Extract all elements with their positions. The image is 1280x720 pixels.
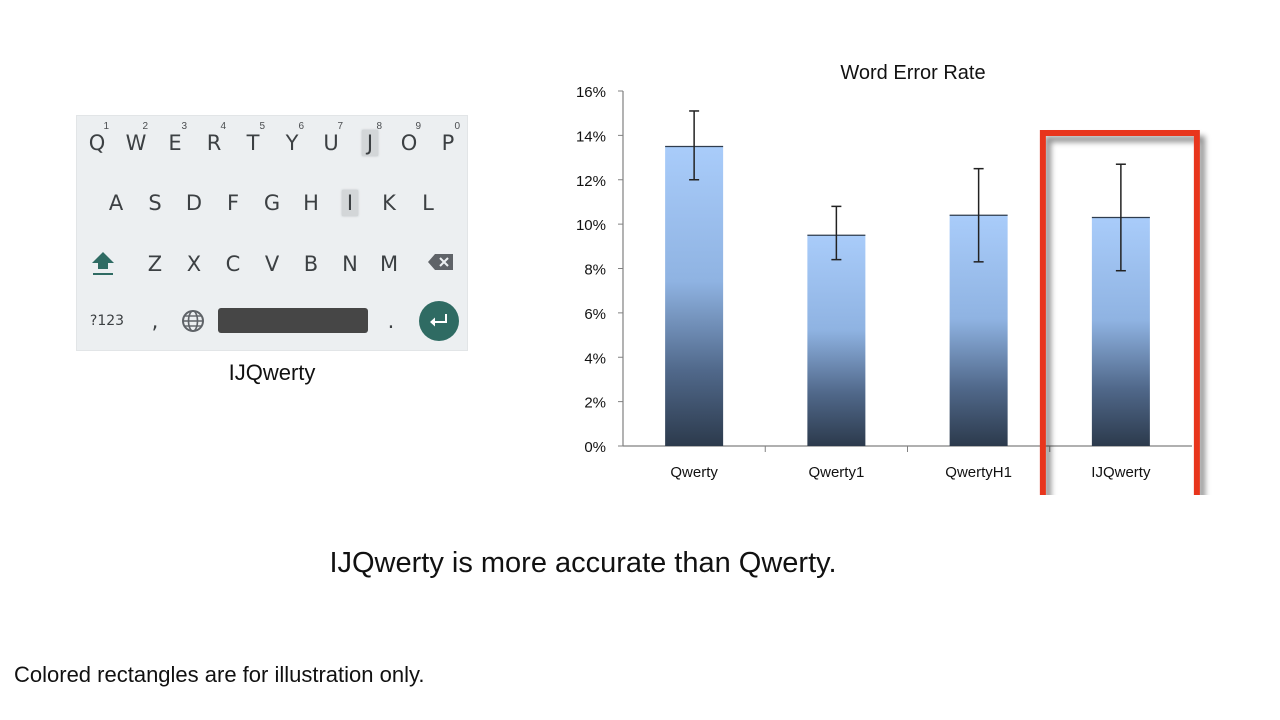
key-x: X [176, 242, 212, 282]
y-tick-label: 4% [584, 350, 606, 367]
y-tick-label: 16% [576, 84, 606, 101]
key-v: V [254, 242, 290, 282]
word-error-rate-chart: Word Error Rate 0% 2% 4% 6% 8% 10% 12% 14% 16% Q… [576, 62, 1200, 495]
chart-title: Word Error Rate [840, 62, 985, 84]
key-b: B [293, 242, 329, 282]
key-label: S [148, 191, 162, 215]
x-category-label: Qwerty [670, 464, 718, 481]
bar-qwerty1 [807, 235, 866, 446]
key-number-hint: 5 [259, 121, 265, 132]
conclusion-statement: IJQwerty is more accurate than Qwerty. [329, 547, 837, 579]
key-number-hint: 7 [337, 121, 343, 132]
x-category-label: QwertyH1 [945, 464, 1012, 481]
y-tick-label: 12% [576, 173, 606, 190]
key-label: F [226, 191, 240, 215]
key-label: Z [147, 252, 163, 276]
symbols-key: ?123 [89, 313, 125, 329]
key-number-hint: 2 [142, 121, 148, 132]
keyboard-caption: IJQwerty [228, 360, 316, 385]
key-label: X [186, 252, 202, 276]
key-number-hint: 0 [454, 121, 460, 132]
x-category-label: Qwerty1 [808, 464, 864, 481]
enter-icon [419, 301, 459, 341]
key-k: K [371, 181, 407, 221]
key-g: G [254, 181, 290, 221]
key-label: H [303, 191, 319, 215]
key-s: S [137, 181, 173, 221]
key-label: L [422, 191, 434, 215]
key-a: A [98, 181, 134, 221]
key-number-hint: 4 [220, 121, 226, 132]
y-tick-label: 6% [584, 306, 606, 323]
key-c: C [215, 242, 251, 282]
y-tick-label: 8% [584, 262, 606, 279]
highlight-rectangle [1039, 130, 1200, 495]
key-label: O [400, 131, 418, 155]
backspace-icon [423, 242, 459, 282]
key-label: V [264, 252, 280, 276]
key-label: U [323, 131, 339, 155]
shift-icon [85, 242, 121, 282]
key-number-hint: 9 [415, 121, 421, 132]
y-tick-label: 10% [576, 217, 606, 234]
key-label: B [303, 252, 319, 276]
x-category-label: IJQwerty [1091, 464, 1151, 481]
key-number-hint: 6 [298, 121, 304, 132]
key-label: E [168, 131, 182, 155]
key-label: M [379, 252, 399, 276]
key-label: I [341, 190, 359, 216]
key-d: D [176, 181, 212, 221]
key-f: F [215, 181, 251, 221]
key-label: J [361, 130, 379, 156]
y-tick-label: 2% [584, 395, 606, 412]
footnote: Colored rectangles are for illustration … [14, 662, 425, 687]
key-label: D [185, 191, 203, 215]
bar-qwerty [665, 146, 724, 446]
key-n: N [332, 242, 368, 282]
key-label: K [382, 191, 396, 215]
y-tick-label: 14% [576, 128, 606, 145]
key-label: C [225, 252, 241, 276]
key-l: L [410, 181, 446, 221]
key-label: T [246, 131, 260, 155]
key-label: G [263, 191, 281, 215]
period-key: . [387, 309, 395, 333]
key-number-hint: 8 [376, 121, 382, 132]
key-number-hint: 3 [181, 121, 187, 132]
key-label: P [441, 131, 455, 155]
key-z: Z [137, 242, 173, 282]
key-m: M [371, 242, 407, 282]
spacebar [218, 308, 368, 333]
key-label: N [342, 252, 358, 276]
key-label: R [206, 131, 222, 155]
globe-icon [175, 301, 211, 341]
key-label: Y [285, 131, 299, 155]
y-tick-label: 0% [584, 439, 606, 456]
key-label: Q [88, 131, 106, 155]
key-number-hint: 1 [103, 121, 109, 132]
comma-key: , [151, 309, 159, 333]
key-i: I [332, 181, 368, 221]
key-h: H [293, 181, 329, 221]
key-label: W [125, 131, 147, 155]
key-label: A [108, 191, 124, 215]
